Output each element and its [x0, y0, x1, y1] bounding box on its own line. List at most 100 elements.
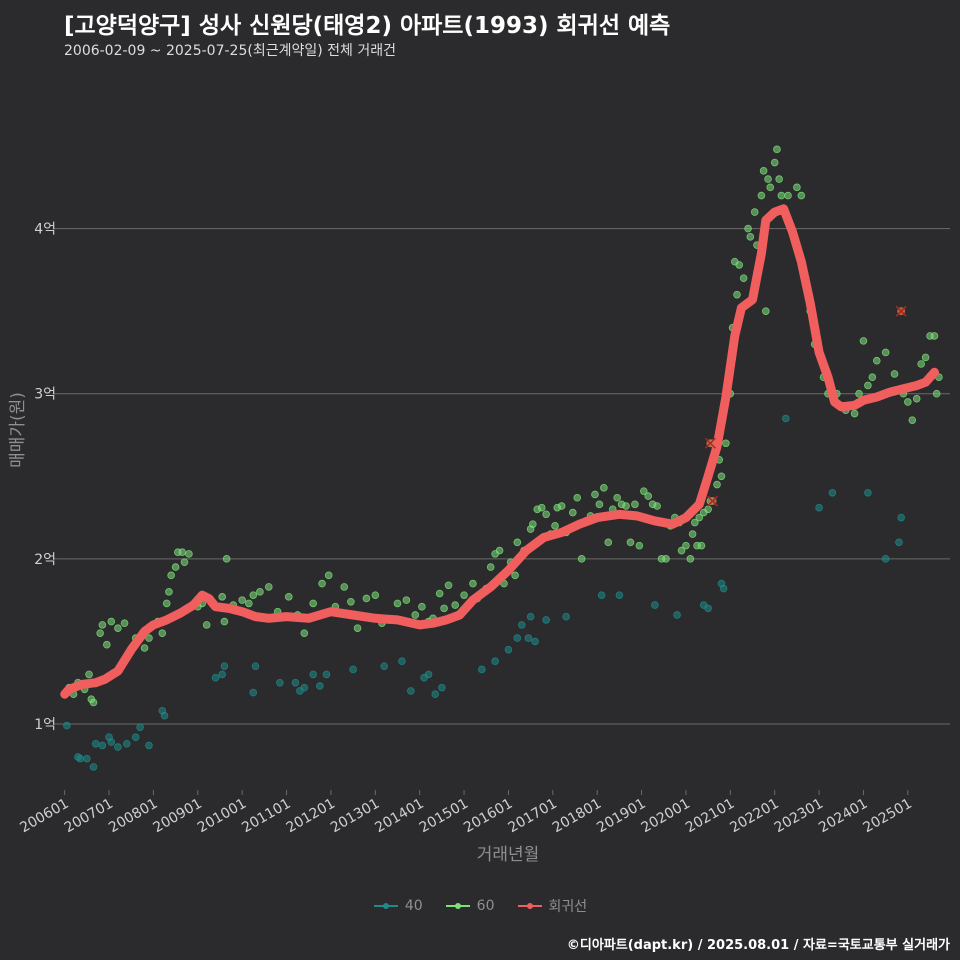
- data-point-40: [615, 591, 624, 599]
- y-tick-label: 3억: [34, 387, 56, 403]
- data-point-60: [202, 621, 211, 629]
- legend: 40 60 회귀선: [0, 896, 960, 916]
- data-point-60: [912, 394, 921, 403]
- data-point-60: [178, 548, 187, 557]
- data-point-40: [249, 688, 258, 697]
- data-point-60: [697, 541, 706, 550]
- data-point-60: [162, 599, 171, 608]
- data-point-60: [695, 513, 704, 522]
- data-point-40: [136, 723, 144, 732]
- data-point-40: [597, 591, 606, 599]
- data-point-60: [691, 518, 699, 527]
- data-point-60: [868, 373, 877, 382]
- data-point-60: [340, 583, 349, 591]
- data-point-60: [775, 175, 783, 183]
- legend-key-dot: [526, 903, 533, 909]
- x-tick-label: 200801: [106, 796, 160, 837]
- data-point-60: [784, 191, 792, 200]
- data-point-60: [677, 546, 686, 555]
- x-tick-label: 201101: [239, 796, 293, 837]
- data-point-40: [719, 584, 728, 593]
- data-point-40: [220, 662, 229, 670]
- data-point-60: [220, 617, 229, 626]
- data-point-60: [551, 522, 559, 530]
- legend-key-dot: [382, 903, 389, 909]
- data-point-60: [444, 581, 453, 590]
- data-point-60: [418, 602, 426, 611]
- chart-title: [고양덕양구] 성사 신원당(태영2) 아파트(1993) 회귀선 예측: [64, 13, 671, 39]
- data-point-40: [828, 488, 837, 497]
- data-point-60: [917, 360, 925, 368]
- data-point-60: [300, 629, 309, 637]
- data-point-60: [850, 409, 859, 418]
- data-point-40: [491, 657, 499, 666]
- x-tick-label: 201701: [506, 796, 560, 837]
- data-point-40: [517, 621, 526, 629]
- data-point-60: [600, 484, 608, 492]
- x-tick-labels: 2006012007012008012009012010012011012012…: [17, 790, 915, 837]
- data-point-40: [897, 513, 905, 522]
- data-point-60: [495, 546, 504, 555]
- x-tick-label: 200701: [62, 796, 116, 837]
- data-point-40: [131, 733, 140, 741]
- data-point-60: [739, 274, 748, 282]
- data-point-40: [160, 711, 169, 720]
- y-tick-label: 1억: [34, 717, 56, 733]
- data-point-40: [526, 612, 535, 621]
- data-point-40: [431, 690, 440, 699]
- data-point-60: [762, 307, 770, 315]
- outlier-cross: [704, 437, 716, 449]
- outlier-marker: [895, 305, 907, 317]
- data-point-60: [591, 490, 599, 499]
- legend-item: 60: [445, 896, 495, 916]
- data-point-40: [316, 682, 324, 690]
- data-point-40: [63, 721, 71, 730]
- data-point-40: [114, 743, 122, 751]
- data-point-60: [626, 538, 635, 547]
- data-point-60: [264, 583, 273, 591]
- y-tick-labels: 1억 2억 3억 4억: [34, 222, 56, 733]
- legend-key-icon: [517, 903, 542, 909]
- data-point-40: [309, 670, 317, 679]
- data-point-40: [291, 678, 300, 687]
- data-point-60: [757, 191, 766, 200]
- data-point-60: [662, 555, 670, 563]
- data-point-60: [103, 640, 111, 649]
- data-point-60: [793, 183, 801, 192]
- data-point-60: [393, 599, 402, 608]
- data-point-60: [766, 183, 775, 192]
- data-point-60: [770, 158, 779, 167]
- data-point-60: [98, 621, 107, 629]
- data-point-60: [930, 332, 939, 340]
- data-point-60: [222, 555, 231, 563]
- x-tick-label: 200601: [17, 796, 71, 837]
- x-axis-label: 거래년월: [477, 845, 540, 865]
- x-tick-label: 201001: [195, 796, 249, 837]
- data-point-60: [855, 389, 863, 398]
- x-tick-label: 201901: [594, 796, 648, 837]
- data-point-60: [735, 261, 744, 269]
- x-tick-label: 202001: [639, 796, 693, 837]
- data-point-60: [746, 233, 755, 241]
- data-point-60: [167, 571, 175, 580]
- data-point-60: [324, 571, 333, 580]
- legend-key-dot: [454, 903, 461, 909]
- data-point-60: [688, 530, 697, 538]
- data-point-60: [859, 337, 868, 345]
- series-60-points: [65, 145, 943, 707]
- data-point-60: [85, 670, 93, 679]
- data-point-60: [568, 508, 577, 517]
- data-point-60: [309, 599, 317, 608]
- data-point-60: [451, 601, 459, 609]
- data-point-60: [513, 538, 522, 547]
- data-point-40: [562, 612, 570, 621]
- x-tick-label: 201201: [284, 796, 338, 837]
- data-point-40: [542, 616, 550, 624]
- data-point-60: [686, 555, 695, 563]
- data-point-60: [639, 487, 648, 495]
- outlier-marker: [704, 437, 716, 449]
- legend-label: 회귀선: [548, 899, 588, 915]
- data-point-60: [890, 370, 899, 378]
- x-tick-label: 201401: [372, 796, 426, 837]
- data-point-60: [557, 502, 566, 510]
